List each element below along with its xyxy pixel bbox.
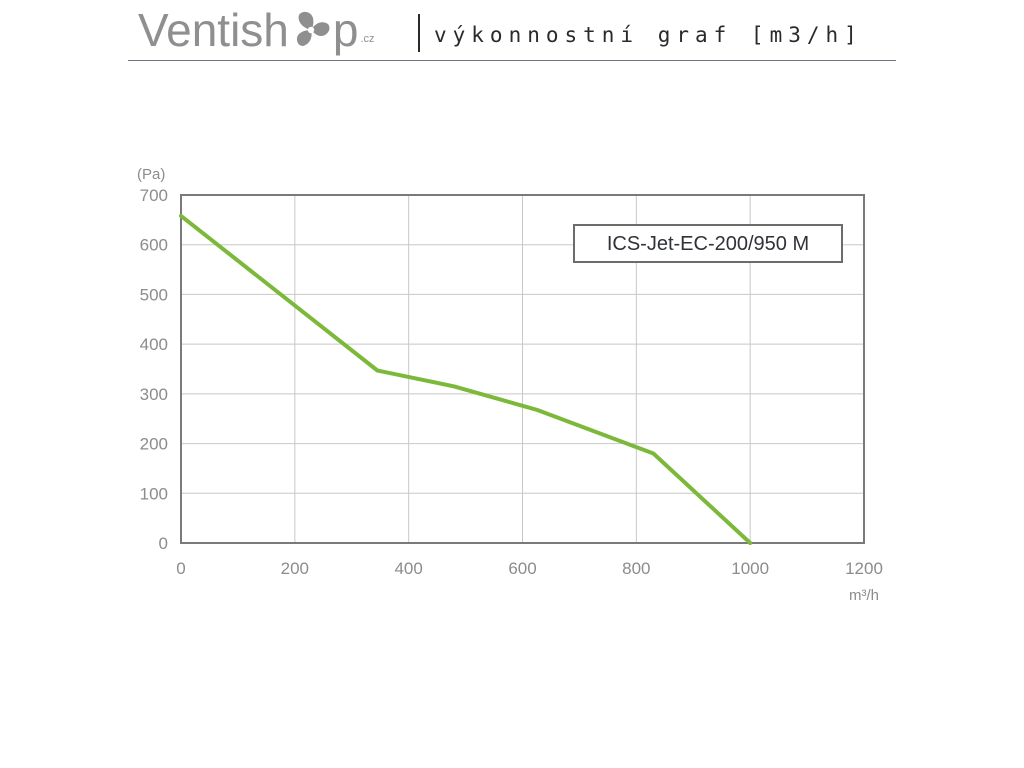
y-tick-label: 600 [140, 236, 168, 255]
y-axis-label: (Pa) [137, 166, 165, 183]
series-line [179, 213, 753, 545]
x-tick-label: 0 [176, 559, 185, 578]
y-tick-label: 500 [140, 285, 168, 304]
x-tick-label: 1000 [731, 559, 769, 578]
x-tick-label: 400 [394, 559, 422, 578]
logo-brand-end-text: p [332, 4, 359, 56]
logo-brand-text: Ventish [138, 4, 289, 56]
y-tick-label: 100 [140, 484, 168, 503]
x-tick-label: 200 [281, 559, 309, 578]
y-tick-label: 0 [159, 534, 168, 553]
legend-label: ICS-Jet-EC-200/950 M [607, 233, 809, 255]
logo-tld-text: .cz [360, 33, 375, 45]
header-separator [418, 14, 420, 52]
x-tick-label: 800 [622, 559, 650, 578]
y-tick-label: 700 [140, 186, 168, 205]
y-tick-label: 300 [140, 385, 168, 404]
y-tick-label: 200 [140, 435, 168, 454]
x-tick-label: 1200 [845, 559, 883, 578]
header-divider [128, 60, 896, 61]
page-title: výkonnostní graf [m3/h] [434, 23, 863, 47]
x-axis-label: m³/h [849, 587, 879, 604]
plot-frame [180, 194, 865, 544]
y-tick-label: 400 [140, 335, 168, 354]
fan-icon [296, 11, 330, 46]
page-header: Ventish p .cz výkonnostní graf [m3/h] [128, 0, 896, 62]
ventishop-logo[interactable]: Ventish p .cz [138, 4, 375, 56]
x-tick-label: 600 [508, 559, 536, 578]
legend-box [573, 224, 843, 263]
